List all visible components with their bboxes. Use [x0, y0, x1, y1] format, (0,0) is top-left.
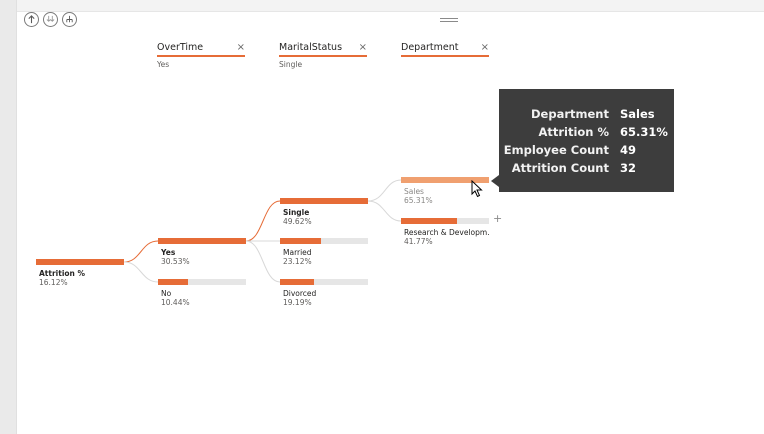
tree-node-dept-sales[interactable]: Sales 65.31%: [401, 177, 489, 205]
level-selected-value: Yes: [157, 60, 170, 69]
node-value: 10.44%: [161, 298, 190, 307]
tooltip-row: Employee Count 49: [499, 141, 674, 159]
close-icon[interactable]: ×: [480, 42, 489, 53]
tree-node-overtime-yes[interactable]: Yes 30.53%: [158, 238, 246, 266]
node-label: Sales: [404, 187, 424, 196]
level-title: Department: [401, 42, 459, 53]
left-panel-strip: [0, 0, 17, 434]
tooltip: Department Sales Attrition % 65.31% Empl…: [491, 89, 674, 192]
node-value: 65.31%: [404, 196, 433, 205]
tree-node-marital-married[interactable]: Married 23.12%: [280, 238, 368, 266]
cursor-icon: [471, 180, 483, 198]
node-bar-fill: [158, 279, 188, 285]
level-header-maritalstatus: MaritalStatus × Single: [279, 42, 367, 69]
node-label: No: [161, 289, 172, 298]
node-value: 19.19%: [283, 298, 312, 307]
drag-grip-icon[interactable]: [440, 18, 458, 24]
visual-header-bar: [17, 0, 764, 12]
tooltip-value: 32: [620, 161, 637, 175]
node-value: 23.12%: [283, 257, 312, 266]
node-label: Research & Developm...: [404, 228, 489, 237]
level-header-department: Department ×: [401, 42, 489, 60]
tree-node-dept-rnd[interactable]: Research & Developm... 41.77%: [401, 218, 489, 246]
tooltip-row: Attrition % 65.31%: [499, 123, 674, 141]
tooltip-value: 49: [620, 143, 637, 157]
node-value: 41.77%: [404, 237, 433, 246]
tooltip-key: Attrition Count: [511, 161, 609, 175]
tooltip-value: Sales: [620, 107, 655, 121]
tree-node-overtime-no[interactable]: No 10.44%: [158, 279, 246, 307]
node-bar-fill: [36, 259, 124, 265]
level-selected-value: Single: [279, 60, 303, 69]
expand-node-button[interactable]: +: [493, 212, 503, 225]
node-bar: [36, 259, 124, 265]
node-bar: [158, 238, 246, 244]
node-bar-fill: [401, 218, 458, 224]
level-underline: [157, 55, 245, 57]
node-bar: [280, 238, 368, 244]
node-bar: [280, 279, 368, 285]
level-title: MaritalStatus: [279, 42, 343, 53]
drill-down-icon[interactable]: [43, 12, 58, 27]
tooltip-row: Attrition Count 32: [499, 159, 674, 177]
close-icon[interactable]: ×: [358, 42, 367, 53]
node-value: 49.62%: [283, 217, 312, 226]
tree-node-root[interactable]: Attrition % 16.12%: [36, 259, 124, 287]
node-bar: [158, 279, 246, 285]
node-bar: [401, 218, 489, 224]
node-value: 30.53%: [161, 257, 190, 266]
node-label: Attrition %: [39, 269, 86, 278]
node-label: Single: [283, 208, 310, 217]
level-title: OverTime: [157, 42, 204, 53]
drill-up-icon[interactable]: [24, 12, 39, 27]
tree-node-marital-single[interactable]: Single 49.62%: [280, 198, 368, 226]
node-bar: [401, 177, 489, 183]
level-underline: [401, 55, 489, 57]
node-bar-fill: [158, 238, 246, 244]
expand-all-icon[interactable]: [62, 12, 77, 27]
node-bar-fill: [280, 279, 315, 285]
tooltip-key: Department: [531, 107, 609, 121]
node-label: Married: [283, 248, 312, 257]
visual-toolbar: [24, 12, 77, 32]
tooltip-key: Attrition %: [538, 125, 609, 139]
node-label: Yes: [161, 248, 176, 257]
level-header-overtime: OverTime × Yes: [157, 42, 245, 69]
tree-node-marital-divorced[interactable]: Divorced 19.19%: [280, 279, 368, 307]
node-bar-fill: [280, 238, 322, 244]
node-bar-fill: [401, 177, 489, 183]
node-value: 16.12%: [39, 278, 68, 287]
tooltip-key: Employee Count: [503, 143, 609, 157]
tooltip-value: 65.31%: [620, 125, 668, 139]
level-underline: [279, 55, 367, 57]
node-bar-fill: [280, 198, 368, 204]
node-label: Divorced: [283, 289, 317, 298]
node-bar: [280, 198, 368, 204]
close-icon[interactable]: ×: [236, 42, 245, 53]
tooltip-row: Department Sales: [499, 105, 674, 123]
